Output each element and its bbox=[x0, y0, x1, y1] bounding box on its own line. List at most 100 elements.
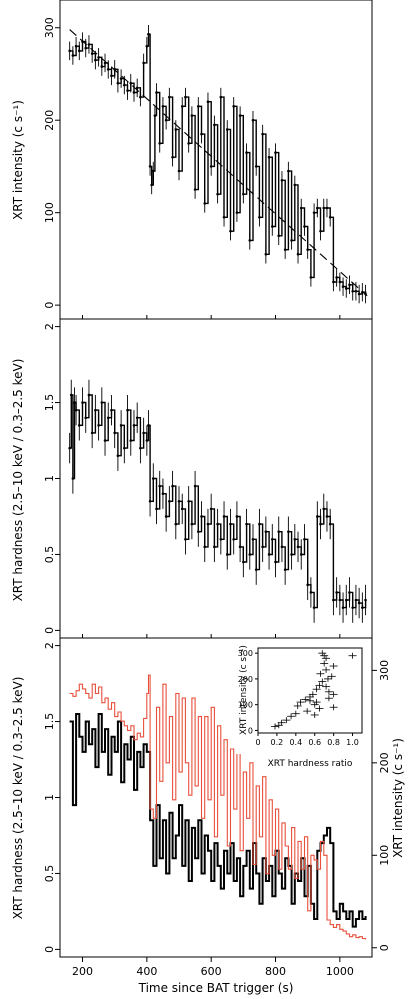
mid-point-41 bbox=[190, 522, 194, 526]
top-point-48 bbox=[213, 123, 216, 127]
panel-bottom-xlabel: Time since BAT trigger (s) bbox=[138, 981, 294, 995]
top-point-11 bbox=[103, 61, 107, 65]
inset-ytick-label-1: 100 bbox=[238, 701, 253, 710]
top-point-81 bbox=[319, 229, 322, 233]
mid-point-33 bbox=[164, 515, 168, 518]
mid-point-22 bbox=[132, 424, 136, 427]
top-point-83 bbox=[325, 206, 329, 210]
mid-point-88 bbox=[341, 606, 345, 609]
mid-point-49 bbox=[216, 522, 219, 526]
mid-point-26 bbox=[145, 439, 149, 442]
mid-point-66 bbox=[270, 537, 274, 541]
bot-right-ytick-label-0: 0 bbox=[378, 944, 391, 951]
top-point-2 bbox=[74, 44, 78, 48]
bot-left-ytick-label-0: 0 bbox=[43, 946, 56, 953]
mid-point-46 bbox=[206, 522, 210, 526]
inset-xtick-label-1: 0.2 bbox=[271, 738, 284, 747]
top-point-72 bbox=[290, 239, 293, 242]
top-point-55 bbox=[235, 211, 239, 214]
top-point-10 bbox=[100, 65, 104, 68]
mid-point-92 bbox=[354, 598, 358, 602]
top-point-91 bbox=[351, 289, 355, 293]
top-point-61 bbox=[254, 165, 258, 168]
inset-xtick-label-3: 0.6 bbox=[308, 738, 321, 747]
panel-bottom-series bbox=[69, 674, 367, 940]
inset-xtick-label-0: 0 bbox=[255, 738, 260, 747]
mid-point-62 bbox=[258, 522, 261, 526]
top-point-49 bbox=[216, 192, 219, 196]
top-point-42 bbox=[193, 188, 197, 191]
bot-xtick-label-3: 800 bbox=[265, 965, 286, 978]
top-point-51 bbox=[222, 215, 226, 219]
mid-point-58 bbox=[245, 522, 248, 526]
inset-ytick-label-3: 300 bbox=[238, 649, 253, 658]
top-point-57 bbox=[242, 192, 245, 196]
mid-point-24 bbox=[139, 446, 142, 450]
panel-middle-frame bbox=[59, 318, 373, 639]
inset-xtick-label-4: 0.8 bbox=[327, 738, 340, 747]
top-point-95 bbox=[364, 292, 367, 296]
mid-point-13 bbox=[103, 439, 107, 442]
mid-point-8 bbox=[87, 393, 91, 397]
top-ytick-label-2: 200 bbox=[43, 110, 56, 131]
mid-point-89 bbox=[344, 598, 348, 602]
panel-middle: 0 0.5 1 1.5 2 XRT hardness (2.5–10 keV / 0.3… bbox=[11, 318, 373, 639]
top-point-6 bbox=[87, 43, 91, 46]
mid-ytick-label-0: 0 bbox=[43, 627, 56, 634]
bot-xtick-label-1: 400 bbox=[136, 965, 157, 978]
mid-point-87 bbox=[338, 598, 342, 602]
top-point-76 bbox=[303, 225, 306, 228]
inset-points bbox=[271, 650, 357, 730]
top-point-31 bbox=[158, 142, 162, 145]
mid-point-14 bbox=[106, 416, 110, 420]
inset-xlabel: XRT hardness ratio bbox=[268, 759, 353, 769]
mid-point-35 bbox=[171, 484, 174, 488]
top-point-88 bbox=[341, 285, 345, 288]
top-point-17 bbox=[123, 83, 126, 87]
mid-point-15 bbox=[110, 408, 113, 412]
mid-point-23 bbox=[135, 416, 139, 420]
top-point-78 bbox=[309, 276, 313, 279]
mid-point-74 bbox=[296, 545, 300, 549]
mid-point-55 bbox=[235, 515, 239, 518]
bot-left-ytick-label-1: 0.5 bbox=[43, 865, 56, 883]
top-point-67 bbox=[274, 151, 277, 154]
mid-point-18 bbox=[119, 424, 123, 427]
top-point-14 bbox=[113, 68, 116, 71]
mid-point-30 bbox=[155, 507, 158, 511]
mid-point-65 bbox=[267, 553, 271, 556]
mid-point-80 bbox=[316, 515, 319, 518]
top-point-28 bbox=[151, 169, 155, 173]
top-point-34 bbox=[168, 95, 171, 99]
top-point-32 bbox=[161, 105, 165, 108]
top-point-35 bbox=[171, 155, 174, 159]
mid-ytick-label-1: 0.5 bbox=[43, 546, 56, 564]
top-point-64 bbox=[264, 252, 268, 256]
panel-bottom-xticks: 200 400 600 800 1000 bbox=[72, 957, 354, 978]
panel-top-yticks: 0 100 200 300 bbox=[43, 17, 341, 319]
mid-point-90 bbox=[348, 591, 351, 594]
mid-point-78 bbox=[309, 591, 313, 594]
top-point-86 bbox=[335, 276, 338, 279]
bot-left-ytick-label-2: 1 bbox=[43, 794, 56, 801]
top-point-8 bbox=[94, 58, 97, 62]
mid-point-9 bbox=[90, 431, 94, 435]
bot-xtick-label-0: 200 bbox=[72, 965, 93, 978]
mid-point-29 bbox=[151, 477, 155, 480]
top-point-43 bbox=[197, 105, 200, 108]
top-point-68 bbox=[277, 234, 281, 238]
mid-point-85 bbox=[332, 598, 335, 602]
panel-bottom-yticks-right: 0 100 200 300 bbox=[372, 660, 391, 951]
top-point-70 bbox=[283, 248, 287, 251]
top-point-93 bbox=[357, 292, 361, 296]
mid-point-76 bbox=[303, 537, 306, 541]
panel-middle-series bbox=[68, 393, 367, 609]
mid-point-6 bbox=[81, 401, 84, 404]
mid-point-2 bbox=[71, 477, 75, 480]
inset-ylabel: XRT intensity (c s⁻¹) bbox=[239, 645, 249, 735]
mid-point-69 bbox=[280, 545, 284, 549]
mid-point-20 bbox=[126, 408, 129, 412]
mid-point-11 bbox=[97, 424, 100, 427]
mid-point-79 bbox=[312, 606, 316, 609]
